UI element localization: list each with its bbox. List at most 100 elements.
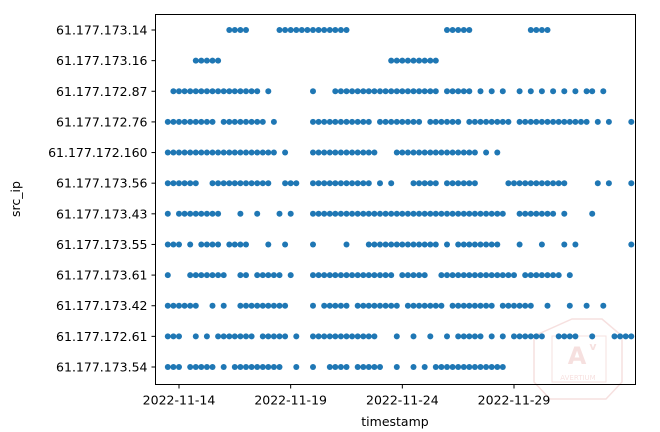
data-point <box>527 180 534 187</box>
data-point <box>460 27 467 33</box>
data-point <box>270 149 277 156</box>
data-point <box>337 88 344 95</box>
data-point <box>226 241 233 248</box>
data-point <box>259 118 266 125</box>
data-point <box>460 302 467 309</box>
data-point <box>388 210 395 217</box>
data-point <box>181 302 188 309</box>
data-point <box>326 149 333 156</box>
data-point <box>237 27 244 33</box>
data-point <box>494 210 501 217</box>
data-point <box>466 118 473 125</box>
data-point <box>349 88 356 95</box>
data-point <box>198 210 205 217</box>
data-point <box>538 118 545 125</box>
data-point <box>477 118 484 125</box>
data-point <box>516 241 523 248</box>
data-point <box>215 210 222 217</box>
data-point <box>499 118 506 125</box>
data-point <box>170 118 177 125</box>
data-point <box>444 241 450 248</box>
data-point <box>449 210 456 217</box>
data-point <box>393 88 400 95</box>
data-point <box>360 180 367 187</box>
data-point <box>438 272 445 279</box>
data-point <box>293 333 300 340</box>
data-point <box>477 333 484 340</box>
data-point <box>460 333 467 340</box>
data-point <box>326 210 333 217</box>
data-point <box>237 272 244 279</box>
data-point <box>203 57 210 64</box>
data-point <box>310 302 316 309</box>
data-point <box>382 272 389 279</box>
data-point <box>259 302 266 309</box>
data-point <box>164 364 171 370</box>
data-point <box>527 88 534 95</box>
data-point <box>310 27 316 33</box>
data-point <box>332 180 339 187</box>
x-tick-label: 2022-11-19 <box>254 393 327 408</box>
data-point <box>365 149 372 156</box>
data-point <box>360 149 367 156</box>
data-point <box>471 210 478 217</box>
data-point <box>371 149 378 156</box>
data-point <box>460 241 467 248</box>
data-point <box>164 302 171 309</box>
data-point <box>176 364 182 370</box>
data-point <box>332 272 339 279</box>
data-point <box>231 241 238 248</box>
data-point <box>192 149 199 156</box>
data-point <box>276 364 283 370</box>
data-point <box>187 149 194 156</box>
data-point <box>170 88 177 95</box>
data-point <box>572 88 579 95</box>
data-point <box>544 118 551 125</box>
data-point <box>589 88 596 95</box>
data-point <box>315 27 322 33</box>
data-point <box>533 118 540 125</box>
data-point <box>511 302 517 309</box>
data-point <box>371 364 378 370</box>
data-point <box>466 272 473 279</box>
data-point <box>164 180 171 187</box>
data-point <box>243 149 249 156</box>
data-point <box>237 241 244 248</box>
data-point <box>326 27 333 33</box>
data-point <box>494 149 501 156</box>
y-tick-label: 61.177.173.56 <box>56 176 147 191</box>
data-point <box>282 302 289 309</box>
data-point <box>349 180 356 187</box>
data-point <box>499 88 506 95</box>
data-point <box>332 118 339 125</box>
data-point <box>176 180 182 187</box>
data-point <box>243 364 249 370</box>
data-point <box>377 210 383 217</box>
data-point <box>265 180 272 187</box>
data-point <box>628 333 635 340</box>
data-point <box>477 241 484 248</box>
data-point <box>226 88 233 95</box>
data-point <box>522 333 529 340</box>
data-point <box>371 210 378 217</box>
data-point <box>438 118 445 125</box>
data-point <box>293 364 300 370</box>
data-point <box>421 57 428 64</box>
data-point <box>404 272 411 279</box>
data-point <box>466 364 473 370</box>
data-point <box>326 272 333 279</box>
data-point <box>388 88 395 95</box>
data-point <box>628 180 635 187</box>
data-point <box>410 118 417 125</box>
data-point <box>432 180 439 187</box>
data-point <box>377 272 383 279</box>
data-point <box>215 272 222 279</box>
data-point <box>365 88 372 95</box>
data-point <box>427 210 434 217</box>
data-point <box>533 333 540 340</box>
data-point <box>181 149 188 156</box>
data-point <box>410 272 417 279</box>
data-point <box>304 27 311 33</box>
data-point <box>343 27 350 33</box>
data-point <box>432 364 439 370</box>
